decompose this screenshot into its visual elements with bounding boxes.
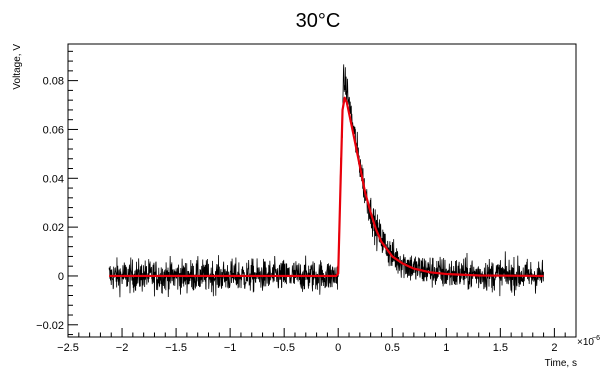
y-tick-label: 0.06 (43, 124, 64, 136)
x-multiplier-exponent: −6 (592, 335, 600, 342)
y-tick-label: 0 (58, 271, 64, 283)
x-tick-label: −2 (116, 342, 129, 354)
x-tick-label: −0.5 (273, 342, 295, 354)
fit-series-line (109, 96, 544, 278)
x-tick-label: 0.5 (385, 342, 400, 354)
y-tick-label: 0.04 (43, 173, 64, 185)
plot-area: −2.5 −2 −1.5 −1 −0.5 0 0.5 1 1.5 2 −0.02 0 0.02 0.04 0… (36, 43, 577, 354)
x-tick-label: −2.5 (57, 342, 79, 354)
x-tick-label: 1.5 (493, 342, 508, 354)
x-tick-label: −1 (224, 342, 237, 354)
x-tick-label: 2 (551, 342, 557, 354)
chart-title: 30°C (296, 10, 341, 32)
plot-frame (67, 43, 577, 338)
x-tick-label: 0 (335, 342, 341, 354)
data-series-line (108, 64, 544, 298)
x-multiplier-base: ×10 (577, 337, 594, 348)
y-tick-label: 0.02 (43, 222, 64, 234)
x-tick-label: 1 (443, 342, 449, 354)
y-axis-title: Voltage, V (12, 44, 23, 90)
y-tick-label: −0.02 (36, 320, 64, 332)
x-axis-title: Time, s (545, 358, 577, 369)
x-axis-multiplier: ×10 −6 (577, 335, 600, 348)
x-tick-label: −1.5 (165, 342, 187, 354)
y-tick-label: 0.08 (43, 76, 64, 88)
